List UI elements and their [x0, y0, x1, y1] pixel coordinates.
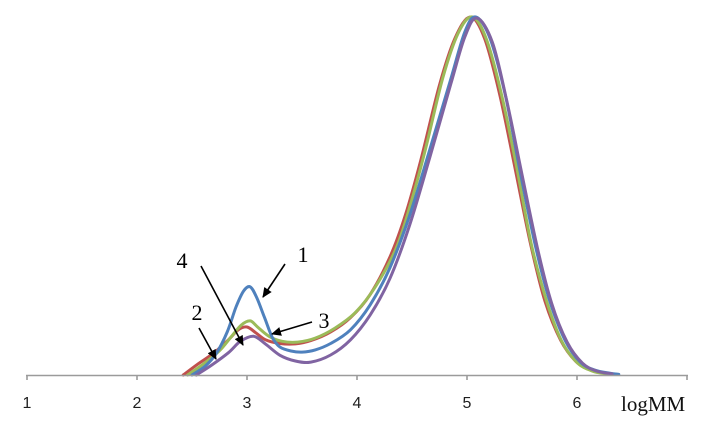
- x-axis: 1 2 3 4 5 6: [23, 374, 688, 412]
- annotations: 1 2 3 4: [177, 242, 330, 360]
- x-tick-label-4: 4: [353, 395, 362, 412]
- curve-4-purple: [194, 16, 614, 377]
- distribution-curves: [181, 15, 621, 377]
- annotation-label-3: 3: [319, 308, 330, 333]
- x-axis-title: logMM: [621, 392, 686, 416]
- x-tick-label-1: 1: [23, 395, 32, 412]
- x-tick-label-6: 6: [573, 395, 582, 412]
- annotation-label-4: 4: [177, 248, 188, 273]
- x-tick-label-3: 3: [243, 395, 252, 412]
- annotation-arrow-4: [200, 265, 244, 346]
- curve-3-green: [186, 15, 609, 377]
- annotation-label-1: 1: [298, 242, 309, 267]
- x-tick-label-5: 5: [463, 395, 472, 412]
- x-tick-label-2: 2: [133, 395, 142, 412]
- annotation-arrow-3: [271, 321, 313, 336]
- annotation-label-2: 2: [192, 300, 203, 325]
- annotation-arrow-1: [262, 263, 286, 298]
- annotation-arrow-2: [198, 327, 217, 360]
